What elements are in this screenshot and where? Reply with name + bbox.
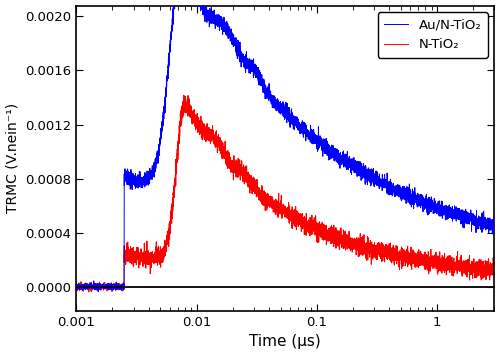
Y-axis label: TRMC (V.nein⁻¹): TRMC (V.nein⁻¹) xyxy=(6,103,20,213)
N-TiO₂ xyxy=(73,285,79,289)
X-axis label: Time (μs): Time (μs) xyxy=(250,334,321,349)
N-TiO₂ xyxy=(346,243,352,247)
Line: Au/N-TiO₂: Au/N-TiO₂ xyxy=(76,0,494,291)
Au/N-TiO₂ xyxy=(417,192,423,197)
Legend: Au/N-TiO₂, N-TiO₂: Au/N-TiO₂, N-TiO₂ xyxy=(378,12,488,58)
N-TiO₂ xyxy=(233,161,239,165)
Au/N-TiO₂ xyxy=(95,289,101,294)
Au/N-TiO₂ xyxy=(386,191,392,196)
Au/N-TiO₂ xyxy=(492,227,498,231)
N-TiO₂ xyxy=(492,269,498,274)
Au/N-TiO₂ xyxy=(324,153,330,158)
Line: N-TiO₂: N-TiO₂ xyxy=(76,95,494,292)
N-TiO₂ xyxy=(324,233,330,237)
N-TiO₂ xyxy=(417,258,423,262)
Au/N-TiO₂ xyxy=(233,42,239,46)
N-TiO₂ xyxy=(150,255,156,259)
N-TiO₂ xyxy=(86,290,92,294)
N-TiO₂ xyxy=(181,93,187,97)
N-TiO₂ xyxy=(386,247,392,251)
Au/N-TiO₂ xyxy=(346,157,352,161)
Au/N-TiO₂ xyxy=(73,284,79,288)
Au/N-TiO₂ xyxy=(150,164,156,168)
